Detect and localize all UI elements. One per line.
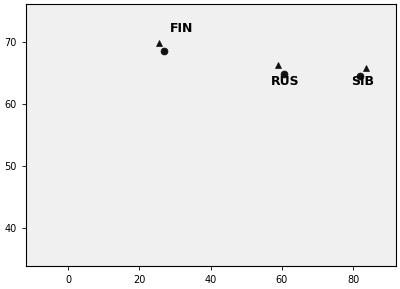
Text: FIN: FIN <box>170 22 193 35</box>
Text: SIB: SIB <box>351 75 374 88</box>
Text: RUS: RUS <box>271 75 300 88</box>
